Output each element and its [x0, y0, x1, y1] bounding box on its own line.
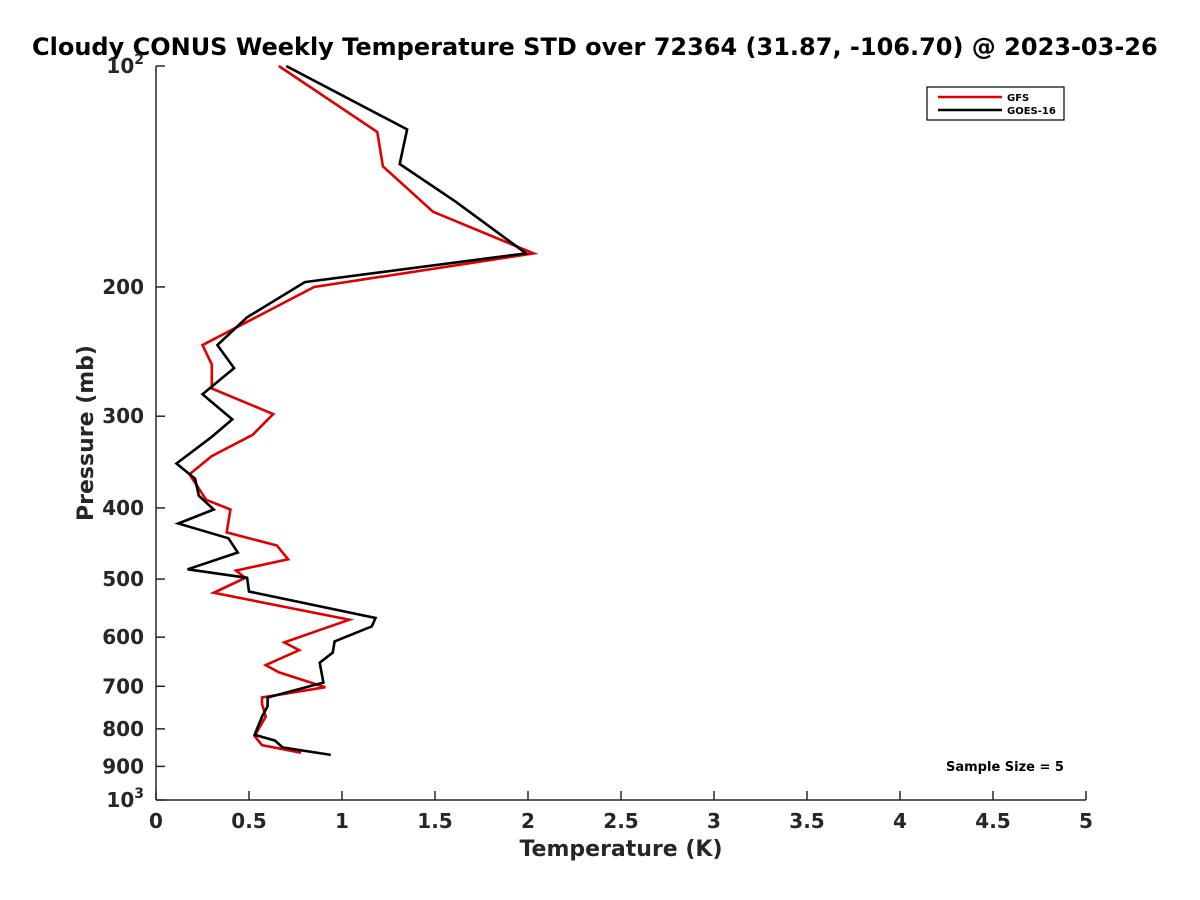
legend-label-gfs: GFS [1007, 93, 1029, 104]
y-tick-label: 600 [102, 625, 144, 649]
x-tick-label: 1 [335, 809, 349, 833]
series-lines [174, 64, 539, 757]
x-tick-label: 3 [707, 809, 721, 833]
y-axis-label: Pressure (mb) [74, 345, 99, 521]
series-line-goes16 [174, 64, 530, 757]
series-line-gfs [187, 64, 539, 754]
legend-label-goes16: GOES-16 [1007, 106, 1056, 117]
legend-box [926, 86, 1065, 121]
x-tick-label: 3.5 [789, 809, 824, 833]
x-tick-label: 0.5 [231, 809, 266, 833]
x-tick-label: 4.5 [975, 809, 1010, 833]
y-tick-label: 700 [102, 674, 144, 698]
y-tick-label: 102 [106, 52, 144, 78]
y-tick-label: 900 [102, 754, 144, 778]
x-axis-label: Temperature (K) [519, 837, 722, 862]
y-ticks: 102 200 300 400 500 600 700 800 900 103 [102, 52, 165, 812]
x-tick-label: 5 [1079, 809, 1093, 833]
plot-area: 0 0.5 1 1.5 2 2.5 3 3.5 4 4.5 5 102 200 300 400 500 600… [102, 52, 1093, 833]
x-tick-label: 0 [149, 809, 163, 833]
chart-title: Cloudy CONUS Weekly Temperature STD over… [32, 33, 1158, 61]
x-tick-label: 1.5 [417, 809, 452, 833]
y-tick-label: 400 [102, 496, 144, 520]
legend: GFS GOES-16 [926, 86, 1065, 121]
x-tick-label: 2.5 [603, 809, 638, 833]
sample-size-annotation: Sample Size = 5 [946, 760, 1064, 775]
y-tick-label: 500 [102, 567, 144, 591]
x-tick-label: 2 [521, 809, 535, 833]
y-tick-label: 800 [102, 717, 144, 741]
x-tick-label: 4 [893, 809, 907, 833]
x-ticks: 0 0.5 1 1.5 2 2.5 3 3.5 4 4.5 5 [149, 791, 1093, 833]
y-tick-label: 300 [102, 404, 144, 428]
y-tick-label: 200 [102, 275, 144, 299]
y-tick-label: 103 [106, 786, 144, 812]
